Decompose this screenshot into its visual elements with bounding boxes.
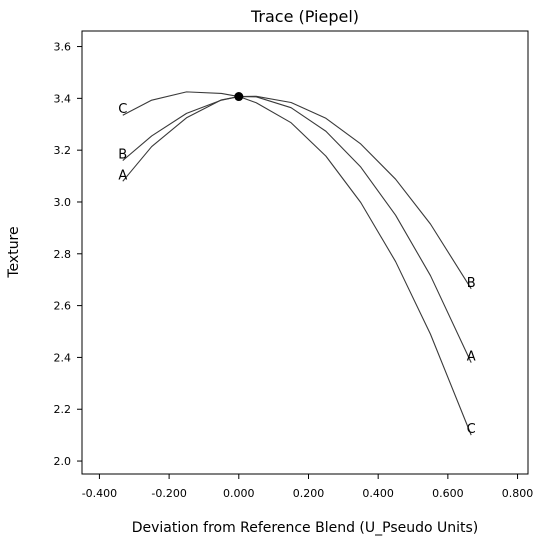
y-tick-label: 3.4 (54, 92, 72, 105)
curve-label-a-left: A (118, 168, 127, 183)
x-tick-label: 0.000 (223, 487, 255, 500)
trace-curve-b (122, 95, 472, 290)
x-tick-label: -0.200 (151, 487, 186, 500)
plot-frame (81, 30, 529, 475)
y-tick-label: 2.8 (54, 248, 72, 261)
x-tick-label: 0.600 (432, 487, 464, 500)
x-axis: -0.400 -0.200 0.000 0.200 0.400 0.600 0.800 (82, 474, 534, 500)
x-tick-label: 0.200 (293, 487, 325, 500)
curve-label-b-right: B (467, 276, 476, 291)
trace-curve-a (122, 95, 472, 363)
y-axis-label: Texture (6, 226, 22, 278)
chart-title: Trace (Piepel) (250, 7, 359, 26)
trace-curve-c (122, 91, 472, 436)
x-tick-label: -0.400 (82, 487, 117, 500)
y-tick-label: 3.2 (54, 144, 72, 157)
curve-label-c-left: C (118, 102, 127, 117)
curve-label-c-right: C (467, 422, 476, 437)
curve-label-a-right: A (467, 350, 476, 365)
y-tick-label: 2.6 (54, 300, 72, 313)
reference-blend-marker-group (234, 92, 244, 102)
x-tick-label: 0.800 (502, 487, 534, 500)
reference-blend-marker (234, 92, 244, 102)
y-tick-label: 3.0 (54, 196, 72, 209)
curve-label-b-left: B (118, 148, 127, 163)
y-tick-label: 2.0 (54, 455, 72, 468)
trace-curves (122, 91, 472, 436)
x-tick-label: 0.400 (362, 487, 394, 500)
y-tick-label: 2.4 (54, 351, 72, 364)
y-tick-label: 2.2 (54, 403, 72, 416)
y-axis: 2.0 2.2 2.4 2.6 2.8 3.0 3.2 3.4 3.6 (54, 41, 82, 468)
x-axis-label: Deviation from Reference Blend (U_Pseudo… (132, 520, 479, 536)
y-tick-label: 3.6 (54, 41, 72, 54)
